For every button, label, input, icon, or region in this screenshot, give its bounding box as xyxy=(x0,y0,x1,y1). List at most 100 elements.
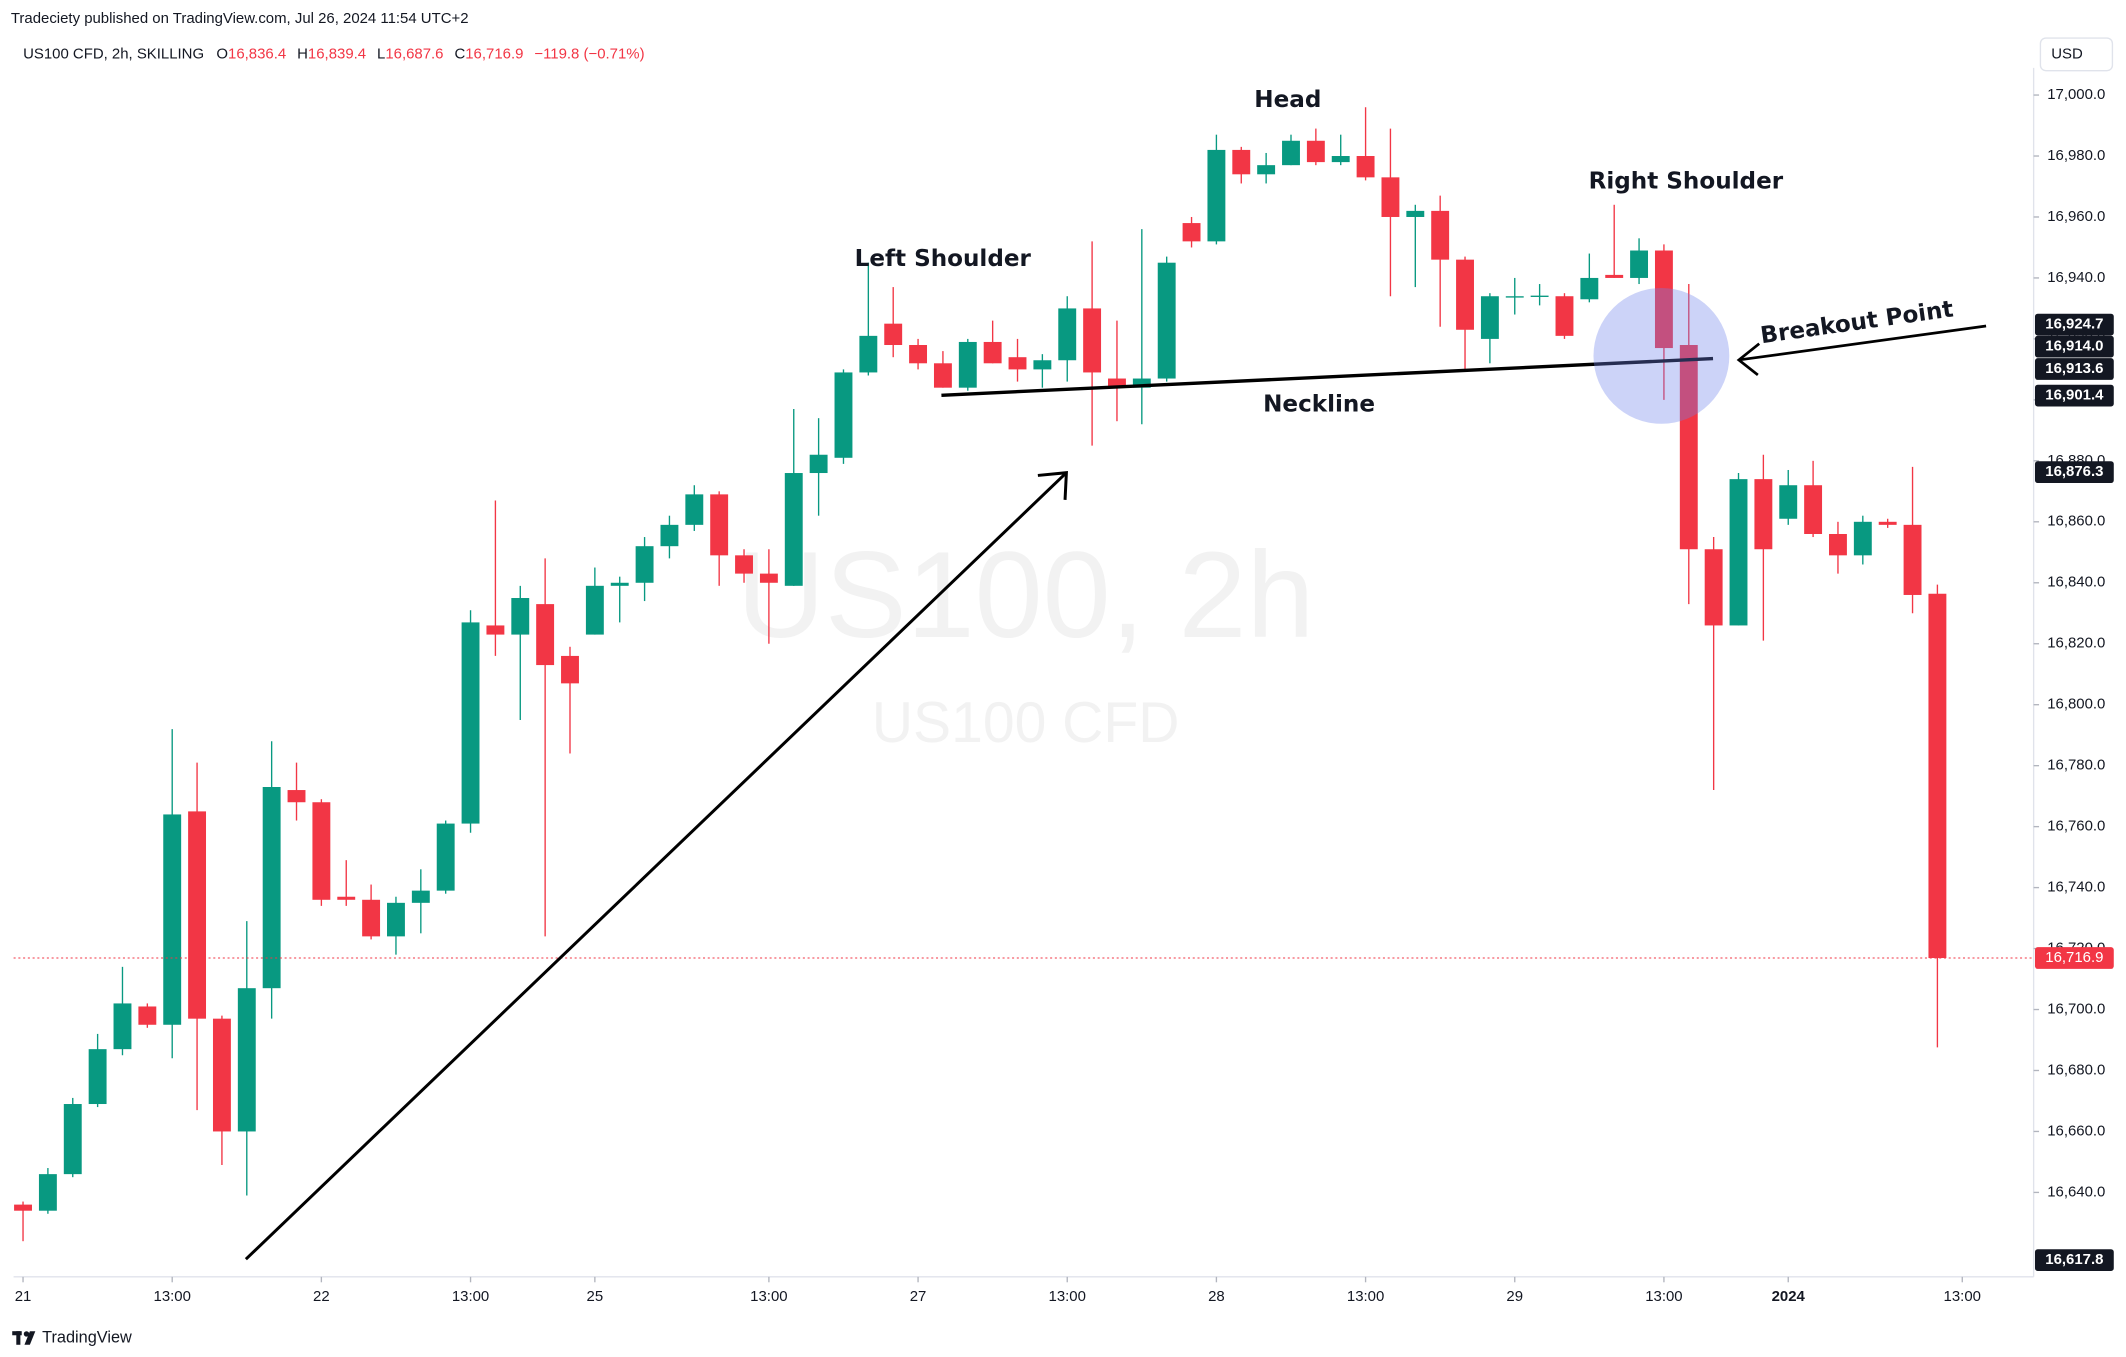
y-tick-label: 16,680.0 xyxy=(2047,1061,2105,1078)
price-label: 16,924.7 xyxy=(2045,316,2103,333)
logo-part xyxy=(24,1331,36,1345)
candle-body xyxy=(1555,296,1574,336)
candle-body xyxy=(1505,296,1524,298)
candle-body xyxy=(958,341,977,388)
price-label-box xyxy=(2034,313,2114,336)
breakout-circle xyxy=(1593,287,1730,424)
candle-body xyxy=(1058,308,1077,361)
x-tick-label: 13:00 xyxy=(452,1288,489,1305)
trend-arrow-head xyxy=(1037,471,1068,500)
c-val: 16,716.9 xyxy=(465,45,523,62)
candle-body xyxy=(411,890,430,903)
candle-body xyxy=(1754,479,1773,550)
candle-body xyxy=(63,1104,82,1175)
currency-button[interactable] xyxy=(2039,37,2114,72)
candle-body xyxy=(163,814,182,1025)
candle-body xyxy=(511,598,530,635)
y-tick-label: 16,660.0 xyxy=(2047,1122,2105,1139)
candle-body xyxy=(1878,521,1897,525)
candle-body xyxy=(138,1006,157,1025)
y-tick-label: 16,800.0 xyxy=(2047,696,2105,713)
candle-body xyxy=(561,655,579,684)
symbol-legend: US100 CFD, 2h, SKILLING O16,836.4 H16,83… xyxy=(23,45,644,62)
annotation-neckline: Neckline xyxy=(1263,391,1375,417)
candle-body xyxy=(1157,262,1176,379)
h-val: 16,839.4 xyxy=(308,45,366,62)
candle-body xyxy=(337,896,356,900)
candle-body xyxy=(362,899,381,937)
price-label-box xyxy=(2034,335,2114,358)
candle-body xyxy=(1729,479,1748,626)
candle-body xyxy=(1306,140,1325,163)
candle-body xyxy=(436,823,455,891)
candle-body xyxy=(610,582,629,586)
breakout-arrow-head xyxy=(1736,342,1761,376)
o-key: O xyxy=(216,45,228,62)
c-key: C xyxy=(454,45,465,62)
y-tick-label: 17,000.0 xyxy=(2047,86,2105,103)
candle-body xyxy=(1779,485,1798,519)
candle-body xyxy=(461,622,480,824)
last-price-label: 16,716.9 xyxy=(2045,949,2103,966)
x-tick-label: 25 xyxy=(587,1288,604,1305)
candle-body xyxy=(1331,156,1350,163)
candle-body xyxy=(834,372,853,458)
candle-body xyxy=(113,1003,132,1050)
x-tick-label: 13:00 xyxy=(1049,1288,1086,1305)
candle-body xyxy=(1282,140,1300,166)
trend-arrow xyxy=(244,471,1068,1261)
candle-body xyxy=(1829,533,1847,556)
currency-label[interactable]: USD xyxy=(2051,45,2083,62)
watermark-main: US100, 2h xyxy=(737,526,1315,663)
candle-body xyxy=(1257,165,1276,175)
candle-body xyxy=(1530,295,1549,297)
y-tick-label: 16,640.0 xyxy=(2047,1183,2105,1200)
y-tick-label: 16,760.0 xyxy=(2047,818,2105,835)
candle-body xyxy=(660,524,679,547)
price-label: 16,876.3 xyxy=(2045,463,2103,480)
footer-logo: TradingView xyxy=(12,1328,132,1346)
change: −119.8 (−0.71%) xyxy=(534,45,644,62)
candle-body xyxy=(884,323,903,346)
candle-body xyxy=(287,790,306,803)
x-tick-label: 21 xyxy=(15,1288,32,1305)
logo-part xyxy=(23,1331,30,1337)
x-tick-label: 13:00 xyxy=(154,1288,191,1305)
x-tick-label: 22 xyxy=(313,1288,330,1305)
y-tick-label: 16,860.0 xyxy=(2047,513,2105,530)
candle-body xyxy=(88,1049,107,1105)
breakout-arrow xyxy=(1738,324,1987,362)
candle-body xyxy=(387,902,405,937)
x-tick-label: 13:00 xyxy=(1347,1288,1384,1305)
candle-body xyxy=(859,335,878,373)
footer-brand: TradingView xyxy=(42,1328,132,1346)
candle-body xyxy=(1580,277,1599,300)
y-tick-label: 16,980.0 xyxy=(2047,147,2105,164)
candle-body xyxy=(809,454,828,474)
y-tick-label: 16,780.0 xyxy=(2047,757,2105,774)
candle-body xyxy=(1630,250,1649,278)
candle-body xyxy=(1406,210,1425,217)
price-label-box xyxy=(2034,358,2114,380)
candle-body xyxy=(1083,308,1102,373)
annotation-head: Head xyxy=(1254,87,1321,113)
candle-body xyxy=(635,546,654,583)
candle-body xyxy=(1132,378,1151,388)
candle-body xyxy=(14,1204,32,1211)
price-label: 16,914.0 xyxy=(2045,338,2103,355)
candle-body xyxy=(1232,149,1251,175)
candle-body xyxy=(1431,210,1450,260)
candle-body xyxy=(38,1174,57,1211)
neckline xyxy=(941,356,1714,397)
candle-body xyxy=(1853,521,1872,556)
symbol: US100 CFD, 2h, SKILLING xyxy=(23,45,204,62)
annotation-right-shoulder: Right Shoulder xyxy=(1589,169,1784,195)
x-tick-label: 2024 xyxy=(1772,1288,1806,1305)
candle-body xyxy=(262,787,281,989)
y-tick-label: 16,940.0 xyxy=(2047,269,2105,286)
price-label-box xyxy=(2034,384,2114,407)
candle-body xyxy=(1605,274,1624,278)
l-val: 16,687.6 xyxy=(385,45,443,62)
published-note: Tradeciety published on TradingView.com,… xyxy=(11,10,469,27)
